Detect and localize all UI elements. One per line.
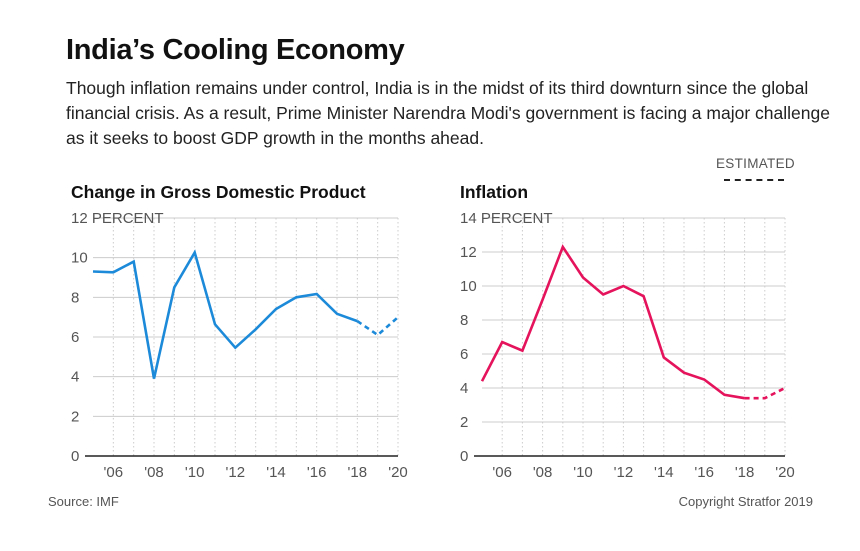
gdp-ytick-label: 12 PERCENT — [71, 210, 164, 227]
gdp-xtick-label: '16 — [307, 464, 327, 481]
inflation-xtick-label: '16 — [694, 464, 714, 481]
gdp-series-actual — [92, 249, 358, 379]
inflation-series-estimated — [744, 386, 786, 400]
inflation-ytick-label: 6 — [460, 346, 468, 363]
gdp-xtick-label: '12 — [226, 464, 246, 481]
inflation-xtick-label: '20 — [775, 464, 795, 481]
inflation-xtick-label: '14 — [654, 464, 674, 481]
source-note: Source: IMF — [48, 494, 119, 509]
gdp-chart-title: Change in Gross Domestic Product — [71, 182, 366, 202]
inflation-ytick-label: 14 PERCENT — [460, 210, 553, 227]
inflation-xtick-label: '08 — [533, 464, 553, 481]
estimated-legend-line — [724, 179, 784, 181]
gdp-ytick-label: 2 — [71, 408, 79, 425]
page-title: India’s Cooling Economy — [66, 34, 405, 66]
gdp-ytick-label: 0 — [71, 448, 79, 465]
gdp-ytick-label: 8 — [71, 289, 79, 306]
inflation-xtick-label: '18 — [735, 464, 755, 481]
page-subtitle: Though inflation remains under control, … — [66, 78, 830, 148]
gdp-chart: 0 2 4 6 8 10 12 PERCENT '06 '08 '10 '12 '14 '16 '18 '2… — [71, 210, 408, 481]
gdp-xtick-label: '20 — [388, 464, 408, 481]
gdp-xtick-label: '10 — [185, 464, 205, 481]
gdp-xtick-label: '14 — [266, 464, 286, 481]
estimated-legend-label: ESTIMATED — [716, 156, 795, 171]
inflation-ytick-label: 10 — [460, 278, 477, 295]
gdp-ytick-label: 6 — [71, 329, 79, 346]
gdp-xtick-label: '08 — [144, 464, 164, 481]
inflation-xtick-label: '12 — [614, 464, 634, 481]
inflation-xtick-label: '10 — [573, 464, 593, 481]
inflation-ytick-label: 2 — [460, 414, 468, 431]
gdp-ytick-label: 10 — [71, 250, 88, 267]
inflation-ytick-label: 4 — [460, 380, 468, 397]
copyright-note: Copyright Stratfor 2019 — [678, 494, 813, 509]
inflation-ytick-label: 8 — [460, 312, 468, 329]
inflation-chart-title: Inflation — [460, 182, 529, 202]
inflation-ytick-label: 12 — [460, 244, 477, 261]
inflation-ytick-label: 0 — [460, 448, 468, 465]
gdp-xtick-label: '18 — [348, 464, 368, 481]
inflation-xtick-label: '06 — [492, 464, 512, 481]
gdp-ytick-label: 4 — [71, 369, 79, 386]
inflation-chart: 0 2 4 6 8 10 12 14 PERCENT '06 '08 '10 '12 '14 '16 '18… — [460, 210, 795, 481]
gdp-xtick-label: '06 — [104, 464, 124, 481]
inflation-series-actual — [480, 244, 745, 400]
